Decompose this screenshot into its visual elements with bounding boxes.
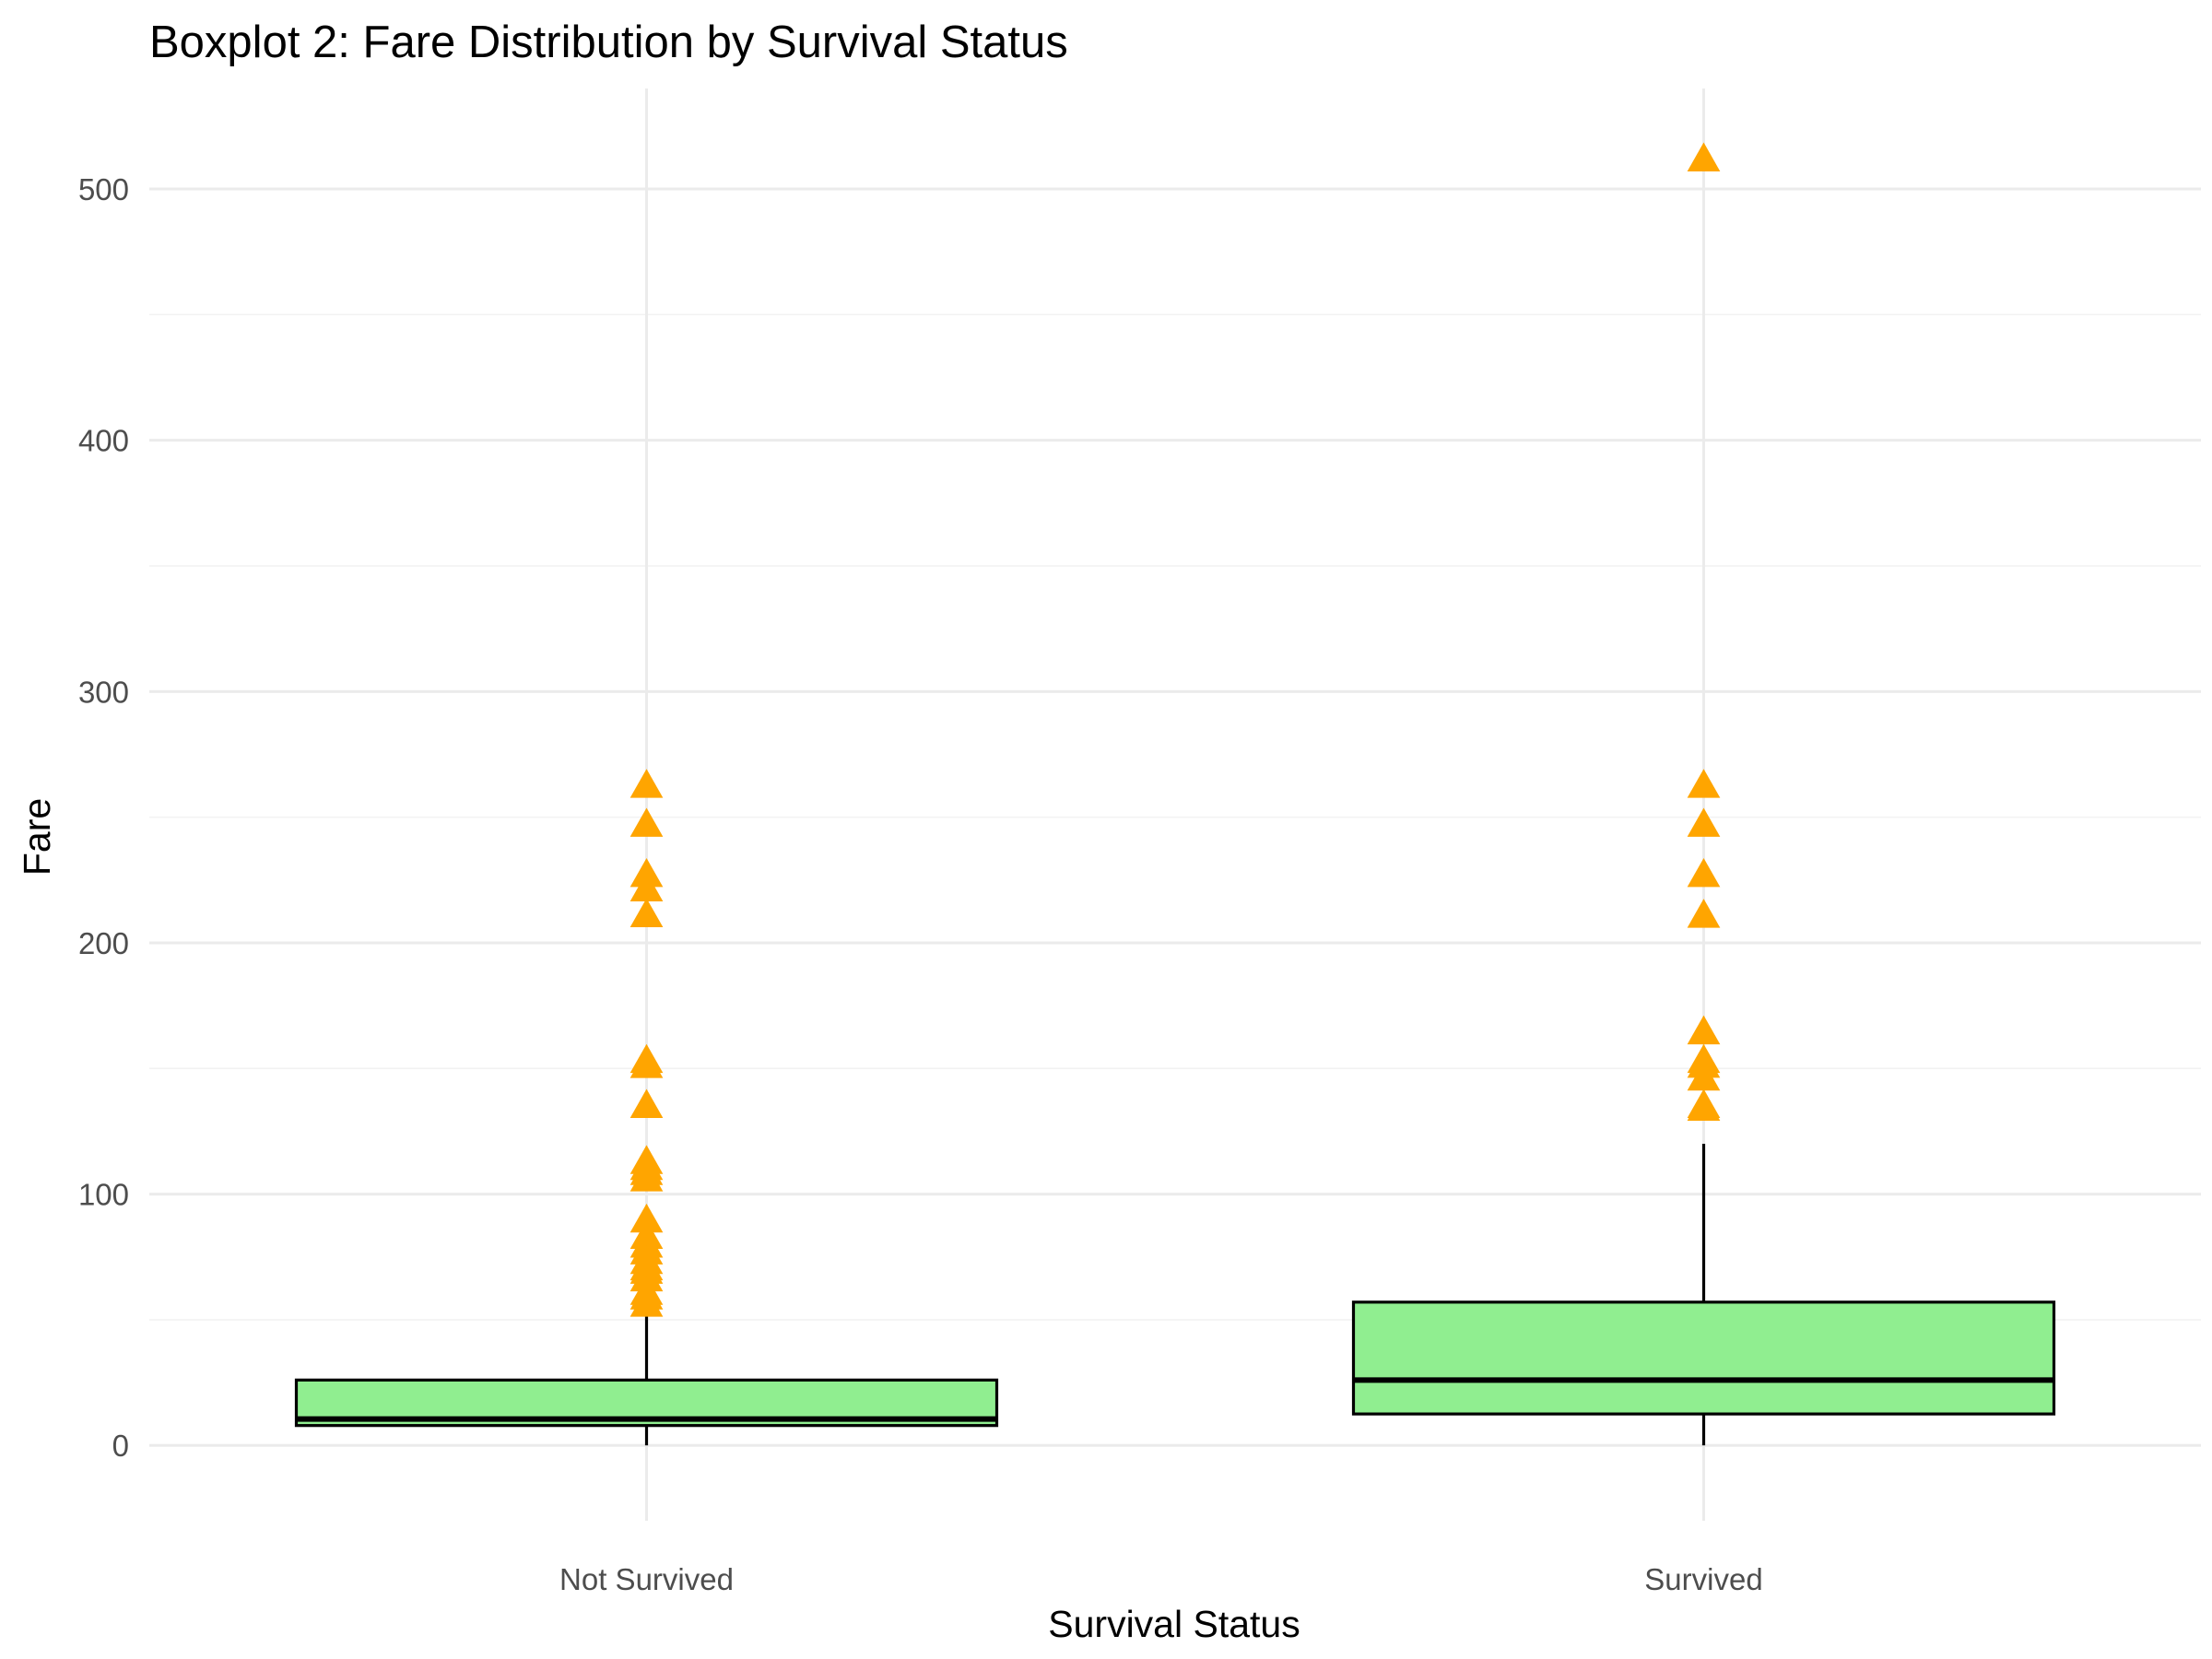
y-tick-label: 0 — [112, 1429, 129, 1463]
outlier-point — [1687, 1061, 1721, 1091]
outlier-point — [629, 872, 664, 901]
outlier-point — [629, 1162, 664, 1192]
y-tick-label: 100 — [78, 1178, 129, 1212]
x-tick-label: Not Survived — [559, 1562, 734, 1596]
outlier-point — [1687, 899, 1721, 928]
y-tick-label: 500 — [78, 172, 129, 206]
x-axis-title: Survival Status — [1048, 1603, 1300, 1645]
outlier-point — [629, 1088, 664, 1118]
outlier-point — [629, 807, 664, 837]
outlier-point — [1687, 1015, 1721, 1045]
outlier-point — [629, 1203, 664, 1233]
y-tick-label: 300 — [78, 675, 129, 709]
y-tick-label: 200 — [78, 926, 129, 960]
boxes — [294, 1144, 2056, 1446]
x-tick-label: Survived — [1644, 1562, 1762, 1596]
outlier-point — [1687, 857, 1721, 888]
box-group — [1351, 1144, 2056, 1446]
outlier-point — [629, 1049, 664, 1078]
box-iqr — [1351, 1300, 2056, 1416]
minor-gridlines — [149, 313, 2201, 1321]
outlier-points — [629, 142, 1721, 1317]
y-axis-title: Fare — [16, 798, 58, 876]
box-group — [294, 1314, 999, 1446]
outlier-point — [629, 898, 664, 928]
chart-title: Boxplot 2: Fare Distribution by Survival… — [149, 18, 1068, 67]
outlier-point — [629, 769, 664, 798]
y-axis-ticks: 0 100 200 300 400 500 — [78, 172, 129, 1463]
outlier-point — [1687, 769, 1721, 798]
y-tick-label: 400 — [78, 424, 129, 458]
outlier-point — [1687, 807, 1721, 837]
outlier-point — [1687, 142, 1721, 171]
outlier-point — [629, 1288, 664, 1317]
outlier-point — [1687, 1091, 1721, 1121]
x-axis-ticks: Not Survived Survived — [559, 1562, 1763, 1596]
